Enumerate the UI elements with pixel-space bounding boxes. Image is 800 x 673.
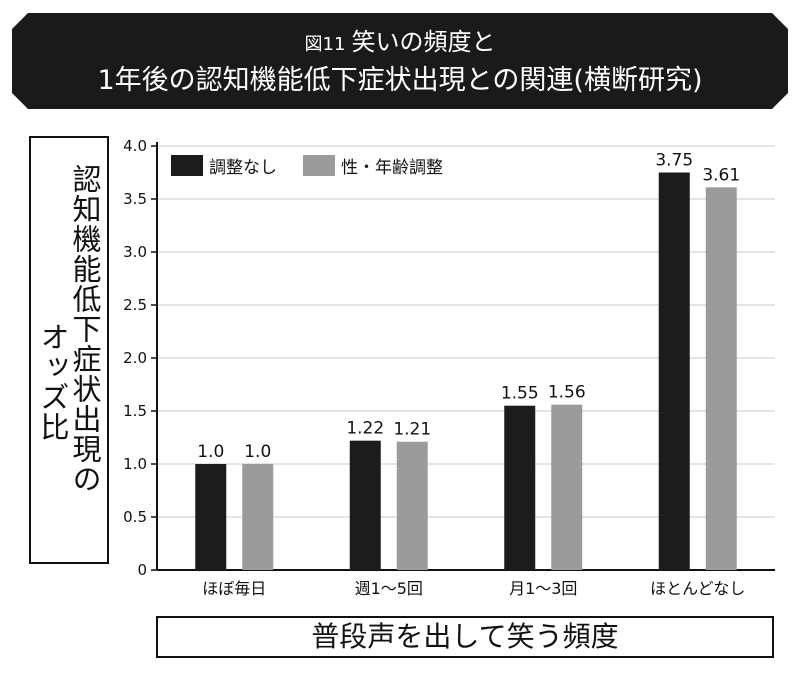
legend-item-series2: 性・年齢調整 (303, 153, 443, 178)
title-banner-shape (12, 13, 788, 109)
y-tick-label: 0 (137, 561, 147, 579)
y-tick-label: 0.5 (123, 508, 147, 526)
chart-title-line1: 図11 笑いの頻度と (12, 27, 788, 60)
legend: 調整なし 性・年齢調整 (171, 153, 469, 178)
x-tick-label: 週1〜5回 (355, 579, 423, 598)
data-label: 3.61 (702, 165, 740, 185)
bar-series1 (195, 464, 227, 570)
x-axis-label: 普段声を出して笑う頻度 (156, 616, 774, 658)
y-axis-label-line1: 認知機能低下症状出現の (68, 164, 102, 494)
bar-series2 (551, 404, 583, 570)
bar-series2 (396, 441, 428, 570)
y-tick-label: 3.5 (123, 190, 147, 208)
legend-label-series1: 調整なし (209, 158, 277, 178)
title-banner: 図11 笑いの頻度と 1年後の認知機能低下症状出現との関連(横断研究) (12, 13, 788, 109)
x-tick-label: ほとんどなし (650, 579, 745, 598)
chart-title-text1: 笑いの頻度と (351, 28, 496, 56)
data-label: 1.55 (501, 384, 539, 404)
data-label: 1.56 (548, 383, 586, 403)
legend-item-series1: 調整なし (171, 153, 277, 178)
bar-series2 (705, 187, 737, 570)
y-tick-label: 2.0 (123, 349, 147, 367)
data-label: 1.0 (197, 442, 224, 462)
data-label: 1.0 (244, 442, 271, 462)
y-tick-label: 1.5 (123, 402, 147, 420)
y-tick-label: 4.0 (123, 137, 147, 155)
chart-title-line2: 1年後の認知機能低下症状出現との関連(横断研究) (97, 65, 703, 96)
legend-label-series2: 性・年齢調整 (341, 158, 443, 178)
bar-series1 (658, 172, 690, 570)
legend-swatch-series1 (171, 155, 203, 176)
figure-label: 図11 (304, 34, 346, 55)
legend-swatch-series2 (303, 155, 335, 176)
data-label: 1.21 (393, 420, 431, 440)
y-axis-label-box: 認知機能低下症状出現の オッズ比 (29, 136, 109, 564)
data-label: 1.22 (346, 419, 384, 439)
y-tick-label: 2.5 (123, 296, 147, 314)
bar-series1 (504, 405, 536, 570)
data-label: 3.75 (655, 151, 693, 171)
y-tick-label: 1.0 (123, 455, 147, 473)
x-tick-label: ほぼ毎日 (202, 579, 266, 598)
bar-series1 (349, 440, 381, 570)
x-tick-label: 月1〜3回 (509, 579, 577, 598)
y-tick-label: 3.0 (123, 243, 147, 261)
y-axis-label-line2: オッズ比 (36, 322, 70, 442)
bar-series2 (242, 464, 274, 570)
